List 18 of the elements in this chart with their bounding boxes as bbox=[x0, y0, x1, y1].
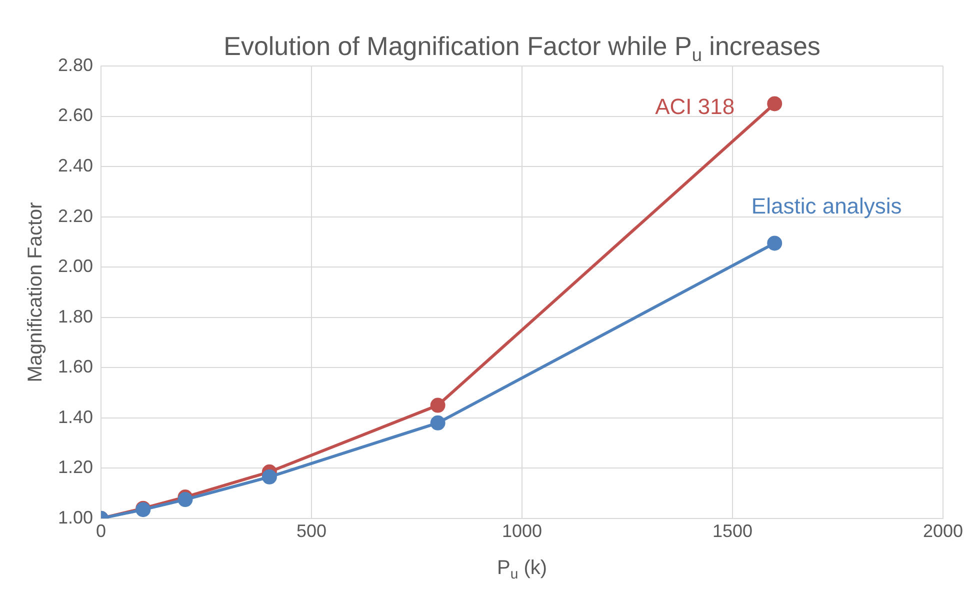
x-tick-label: 1000 bbox=[502, 521, 542, 542]
y-tick-label: 1.80 bbox=[58, 306, 94, 326]
y-tick-label: 2.00 bbox=[58, 256, 94, 276]
y-tick-label: 1.60 bbox=[58, 356, 94, 377]
y-axis-title: Magnification Factor bbox=[24, 202, 47, 382]
y-tick-label: 2.80 bbox=[58, 54, 94, 75]
x-tick-label: 500 bbox=[296, 521, 327, 542]
y-tick-label: 1.20 bbox=[58, 457, 94, 478]
x-tick-label: 1500 bbox=[712, 521, 753, 542]
y-tick-label: 2.20 bbox=[58, 206, 94, 226]
x-tick-label: 0 bbox=[96, 521, 106, 542]
y-tick-label: 1.40 bbox=[58, 406, 94, 427]
series-label: ACI 318 bbox=[655, 94, 735, 119]
y-tick-label: 2.60 bbox=[58, 105, 94, 126]
series-label: Elastic analysis bbox=[751, 193, 902, 218]
y-tick-label: 1.00 bbox=[58, 507, 94, 528]
x-tick-label: 2000 bbox=[922, 521, 964, 542]
y-tick-label: 2.40 bbox=[58, 156, 94, 176]
